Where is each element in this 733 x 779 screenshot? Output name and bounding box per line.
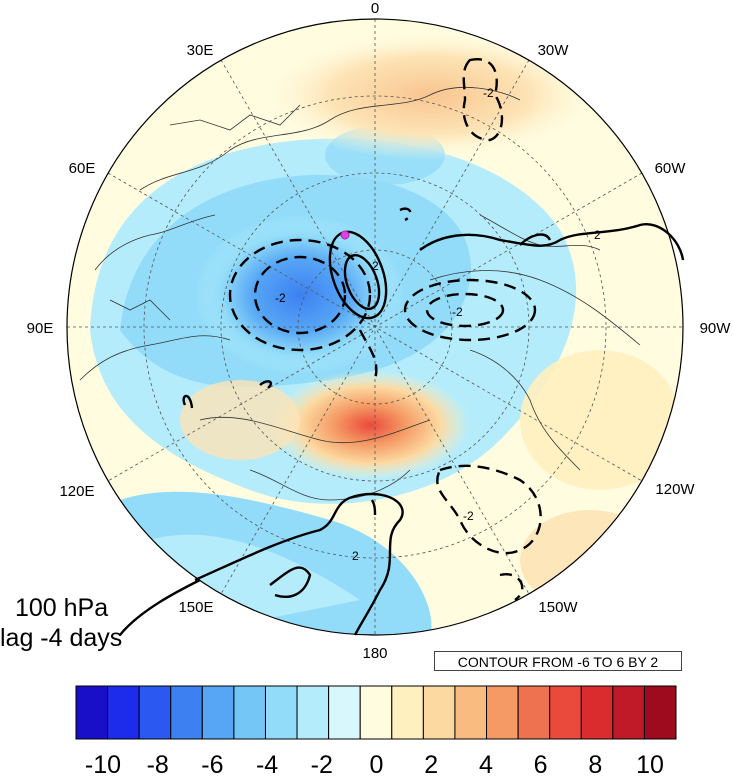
contour-info-box: CONTOUR FROM -6 TO 6 BY 2 xyxy=(434,651,682,671)
lon-label-90e: 90E xyxy=(27,320,54,337)
lon-label-60w: 60W xyxy=(655,160,687,177)
lon-label-60e: 60E xyxy=(69,160,96,177)
colorbar-box xyxy=(422,685,456,740)
colorbar-box xyxy=(549,685,582,740)
negative-contours xyxy=(228,58,542,601)
contour-label: -2 xyxy=(275,291,286,305)
colorbar-box xyxy=(454,685,488,740)
colorbar-tick-label: 4 xyxy=(479,751,493,779)
colorbar-box xyxy=(170,685,203,740)
location-marker-icon xyxy=(340,230,350,240)
colorbar-box xyxy=(138,685,172,740)
colorbar-tick-label: 6 xyxy=(534,751,548,779)
shaded-field xyxy=(67,19,683,635)
contour-label: -2 xyxy=(483,86,494,100)
colorbar xyxy=(75,685,677,740)
lon-label-0: 0 xyxy=(371,0,379,17)
colorbar-tick-label: 10 xyxy=(636,751,664,779)
colorbar-box xyxy=(612,685,645,740)
colorbar-box xyxy=(643,685,677,740)
graticule xyxy=(67,19,683,635)
lon-label-30w: 30W xyxy=(538,42,570,59)
colorbar-box xyxy=(296,685,330,740)
positive-contours xyxy=(119,223,685,636)
contour-line-labels: -2 2 -2 2 -2 -2 2 xyxy=(275,86,601,563)
colorbar-tick-label: -4 xyxy=(256,751,278,779)
colorbar-tick-label: 0 xyxy=(370,751,384,779)
panel-lag-label: lag -4 days xyxy=(0,624,123,652)
lon-label-30e: 30E xyxy=(187,42,214,59)
colorbar-tick-label: -10 xyxy=(85,751,121,779)
colorbar-box xyxy=(580,685,614,740)
colorbar-box xyxy=(233,685,266,740)
contour-label: -2 xyxy=(463,509,474,523)
contour-lines xyxy=(119,58,685,636)
lon-label-120e: 120E xyxy=(59,483,94,500)
lon-label-120w: 120W xyxy=(655,481,695,498)
colorbar-tick-label: -6 xyxy=(201,751,223,779)
colorbar-box xyxy=(107,685,140,740)
map-boundary xyxy=(66,18,684,636)
contour-label: 2 xyxy=(594,228,601,242)
colorbar-box xyxy=(328,685,361,740)
lon-label-90w: 90W xyxy=(700,320,732,337)
colorbar-box xyxy=(391,685,424,740)
colorbar-box xyxy=(486,685,519,740)
colorbar-box xyxy=(201,685,235,740)
lon-label-150w: 150W xyxy=(538,599,578,616)
coastlines xyxy=(79,87,641,501)
lon-label-180: 180 xyxy=(362,645,387,662)
panel-level-label: 100 hPa xyxy=(15,594,109,622)
contour-label: 2 xyxy=(352,549,359,563)
contour-label: 2 xyxy=(372,259,379,273)
longitude-labels: 0 30W 60W 90W 120W 150W 180 150E 120E 90… xyxy=(27,0,732,662)
colorbar-tick-label: 8 xyxy=(588,751,602,779)
colorbar-tick-label: 2 xyxy=(424,751,438,779)
colorbar-box xyxy=(75,685,109,740)
colorbar-tick-labels: -10 -8 -6 -4 -2 0 2 4 6 8 10 xyxy=(85,751,664,779)
colorbar-box xyxy=(264,685,298,740)
colorbar-tick-label: -8 xyxy=(147,751,169,779)
contour-label: -2 xyxy=(452,305,463,319)
colorbar-box xyxy=(517,685,551,740)
colorbar-box xyxy=(359,685,393,740)
lon-label-150e: 150E xyxy=(178,599,213,616)
colorbar-tick-label: -2 xyxy=(311,751,333,779)
